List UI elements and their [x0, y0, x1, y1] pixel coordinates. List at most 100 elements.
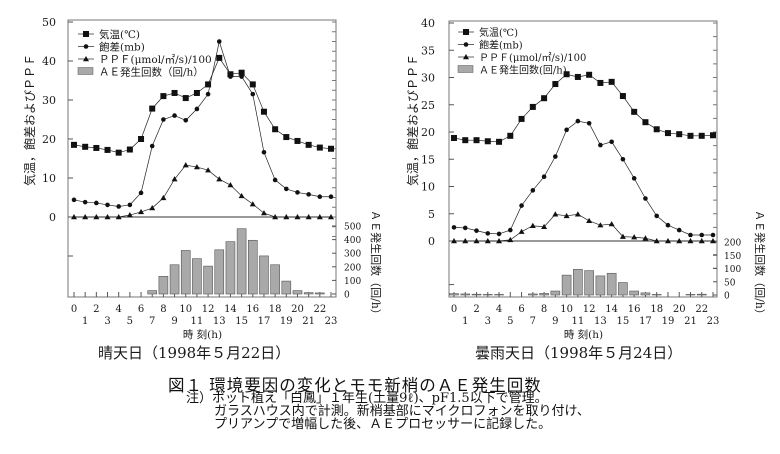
data-point-diamond [530, 188, 536, 193]
data-point-square [171, 89, 178, 96]
ae-bar [270, 264, 280, 295]
y-tick-label-left: 30 [42, 94, 56, 107]
x-tick-label: 16 [246, 304, 259, 315]
data-point-diamond [688, 232, 693, 238]
x-tick-label: 19 [280, 316, 293, 327]
x-tick-label: 21 [684, 316, 697, 327]
data-point-square [541, 95, 548, 102]
data-point-triangle [462, 238, 469, 244]
data-point-square [249, 81, 256, 88]
data-point-square [676, 131, 683, 138]
y-axis-title-left: 気温，飽差およびＰＰＦ [22, 54, 37, 186]
data-point-square [597, 79, 604, 86]
data-point-diamond [82, 199, 88, 205]
x-tick-label: 14 [605, 304, 618, 315]
y-tick-label-right: 300 [344, 250, 361, 260]
data-point-square [484, 138, 491, 145]
data-point-square [160, 93, 167, 100]
y-tick-label-right: 0 [724, 292, 730, 302]
data-point-square [563, 71, 570, 78]
data-point-diamond [462, 225, 468, 231]
data-point-triangle [473, 238, 480, 244]
data-point-square [698, 132, 705, 139]
ae-bar [550, 290, 561, 296]
data-point-diamond [205, 91, 211, 97]
data-point-square [82, 143, 89, 150]
data-point-diamond [94, 200, 99, 206]
x-tick-label: 17 [639, 316, 652, 327]
x-tick-label: 9 [171, 316, 177, 327]
x-tick-label: 11 [572, 316, 585, 327]
y-tick-label-right: 0 [344, 291, 350, 301]
data-point-triangle [272, 214, 279, 220]
y-axis-title-left: 気温，飽差およびＰＰＦ [405, 54, 420, 186]
data-point-triangle [687, 238, 694, 244]
x-tick-label: 12 [202, 304, 215, 315]
data-point-diamond [620, 156, 626, 162]
ae-bar [595, 275, 606, 296]
data-point-diamond [586, 120, 592, 126]
y-tick-label-left: 15 [421, 153, 435, 166]
y-tick-label-right: 50 [724, 278, 736, 288]
data-point-triangle [552, 211, 559, 217]
x-tick-label: 1 [82, 316, 88, 327]
ae-bar [158, 276, 169, 295]
data-point-diamond [183, 117, 189, 123]
x-tick-label: 6 [518, 304, 524, 315]
data-point-diamond [194, 106, 200, 112]
ae-bar [281, 280, 292, 295]
y-tick-label-right: 200 [344, 263, 361, 273]
ae-bar [203, 265, 213, 295]
x-tick-label: 6 [138, 304, 144, 315]
data-point-diamond [228, 74, 233, 79]
x-tick-label: 17 [258, 316, 271, 327]
data-point-diamond [609, 139, 614, 145]
data-point-square [149, 105, 156, 112]
data-point-triangle [597, 222, 604, 228]
data-point-square [496, 138, 503, 145]
data-point-square [710, 132, 716, 139]
data-point-square [272, 126, 279, 133]
x-tick-label: 16 [628, 304, 641, 315]
x-tick-label: 5 [127, 316, 133, 327]
y-axis-title-right: ＡＥ発生回数（回/h） [369, 210, 383, 320]
data-point-triangle [710, 238, 716, 244]
data-point-diamond [161, 117, 166, 122]
x-tick-label: 18 [269, 304, 282, 315]
x-tick-label: 18 [650, 304, 663, 315]
data-point-square [473, 137, 480, 144]
data-point-triangle [138, 208, 145, 215]
data-point-square [93, 144, 100, 151]
legend-label: 飽差(mb) [479, 39, 523, 52]
legend-label: ＰＰＦ(μmol/㎡/s)/100 [99, 54, 212, 66]
data-point-triangle [93, 214, 100, 220]
data-point-triangle [529, 222, 536, 228]
data-point-diamond [116, 204, 121, 209]
data-point-triangle [653, 238, 660, 244]
x-tick-label: 7 [149, 316, 155, 327]
data-point-diamond [553, 154, 558, 159]
data-point-square [518, 115, 525, 122]
ae-bar [225, 241, 236, 295]
x-tick-label: 23 [707, 316, 720, 327]
data-point-square [586, 71, 593, 78]
legend-label: ＡＥ発生回数(回/h) [479, 64, 567, 77]
data-point-diamond [474, 228, 479, 233]
data-point-diamond [295, 190, 300, 195]
data-point-triangle [294, 214, 301, 220]
data-point-triangle [642, 235, 649, 241]
data-point-triangle [126, 212, 133, 218]
x-tick-label: 12 [583, 304, 596, 315]
data-point-diamond [105, 202, 110, 208]
chart-subtitle: 晴天日（1998年５月22日） [98, 344, 290, 362]
data-point-diamond [71, 197, 77, 203]
data-point-square [205, 81, 212, 88]
ae-bar [528, 293, 538, 296]
data-point-triangle [619, 233, 626, 239]
y-tick-label-right: 200 [724, 239, 741, 249]
data-point-square [294, 137, 301, 144]
data-point-square [115, 149, 122, 156]
x-tick-label: 4 [496, 304, 502, 315]
chart-subtitle: 曇雨天日（1998年５月24日） [475, 344, 682, 362]
